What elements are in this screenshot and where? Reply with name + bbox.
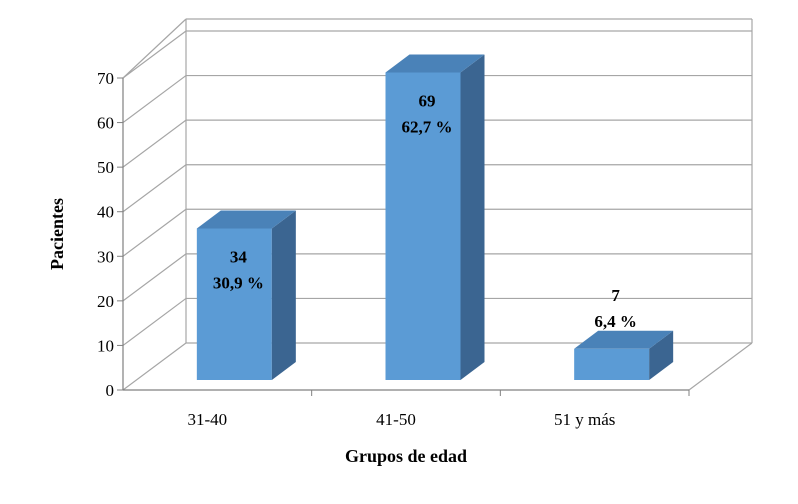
floor-right-edge	[688, 342, 753, 391]
bar-side-2	[460, 54, 485, 380]
x-axis-title: Grupos de edad	[345, 446, 467, 466]
y-tick-label-0: 0	[106, 381, 115, 400]
data-label-value-3: 7	[611, 286, 620, 305]
y-tick-label-30: 30	[97, 247, 114, 266]
bar-side-1	[271, 210, 296, 380]
data-label-percent-3: 6,4 %	[594, 312, 637, 331]
y-tick-label-20: 20	[97, 292, 114, 311]
data-label-value-2: 69	[419, 91, 436, 110]
bar-front-1	[196, 228, 272, 380]
bar-top-1	[196, 210, 296, 229]
bar-front-3	[574, 348, 650, 380]
y-tick-label-10: 10	[97, 336, 114, 355]
axes: 0 10 20 30 40 50 60 70	[97, 69, 690, 400]
x-tick-label-3: 51 y más	[554, 410, 615, 429]
data-label-value-1: 34	[230, 247, 248, 266]
data-label-percent-1: 30,9 %	[213, 273, 264, 292]
y-tick-label-40: 40	[97, 203, 114, 222]
bar-side-3	[649, 330, 674, 380]
y-tick-label-60: 60	[97, 114, 114, 133]
x-tick-label-1: 31-40	[187, 410, 227, 429]
bars	[196, 54, 674, 380]
bar-top-3	[574, 330, 674, 349]
bar-front-2	[385, 72, 461, 380]
y-axis-title: Pacientes	[47, 198, 67, 270]
y-tick-label-50: 50	[97, 158, 114, 177]
labels: 31-40 34 30,9 % 41-50 69 62,7 % 51 y más 7 6,4 %	[187, 91, 636, 429]
x-tick-label-2: 41-50	[376, 410, 416, 429]
data-label-percent-2: 62,7 %	[402, 117, 453, 136]
y-tick-label-70: 70	[97, 69, 114, 88]
bar-top-2	[385, 54, 485, 73]
left-wall-top-edge	[122, 18, 187, 79]
gridlines	[122, 18, 753, 391]
